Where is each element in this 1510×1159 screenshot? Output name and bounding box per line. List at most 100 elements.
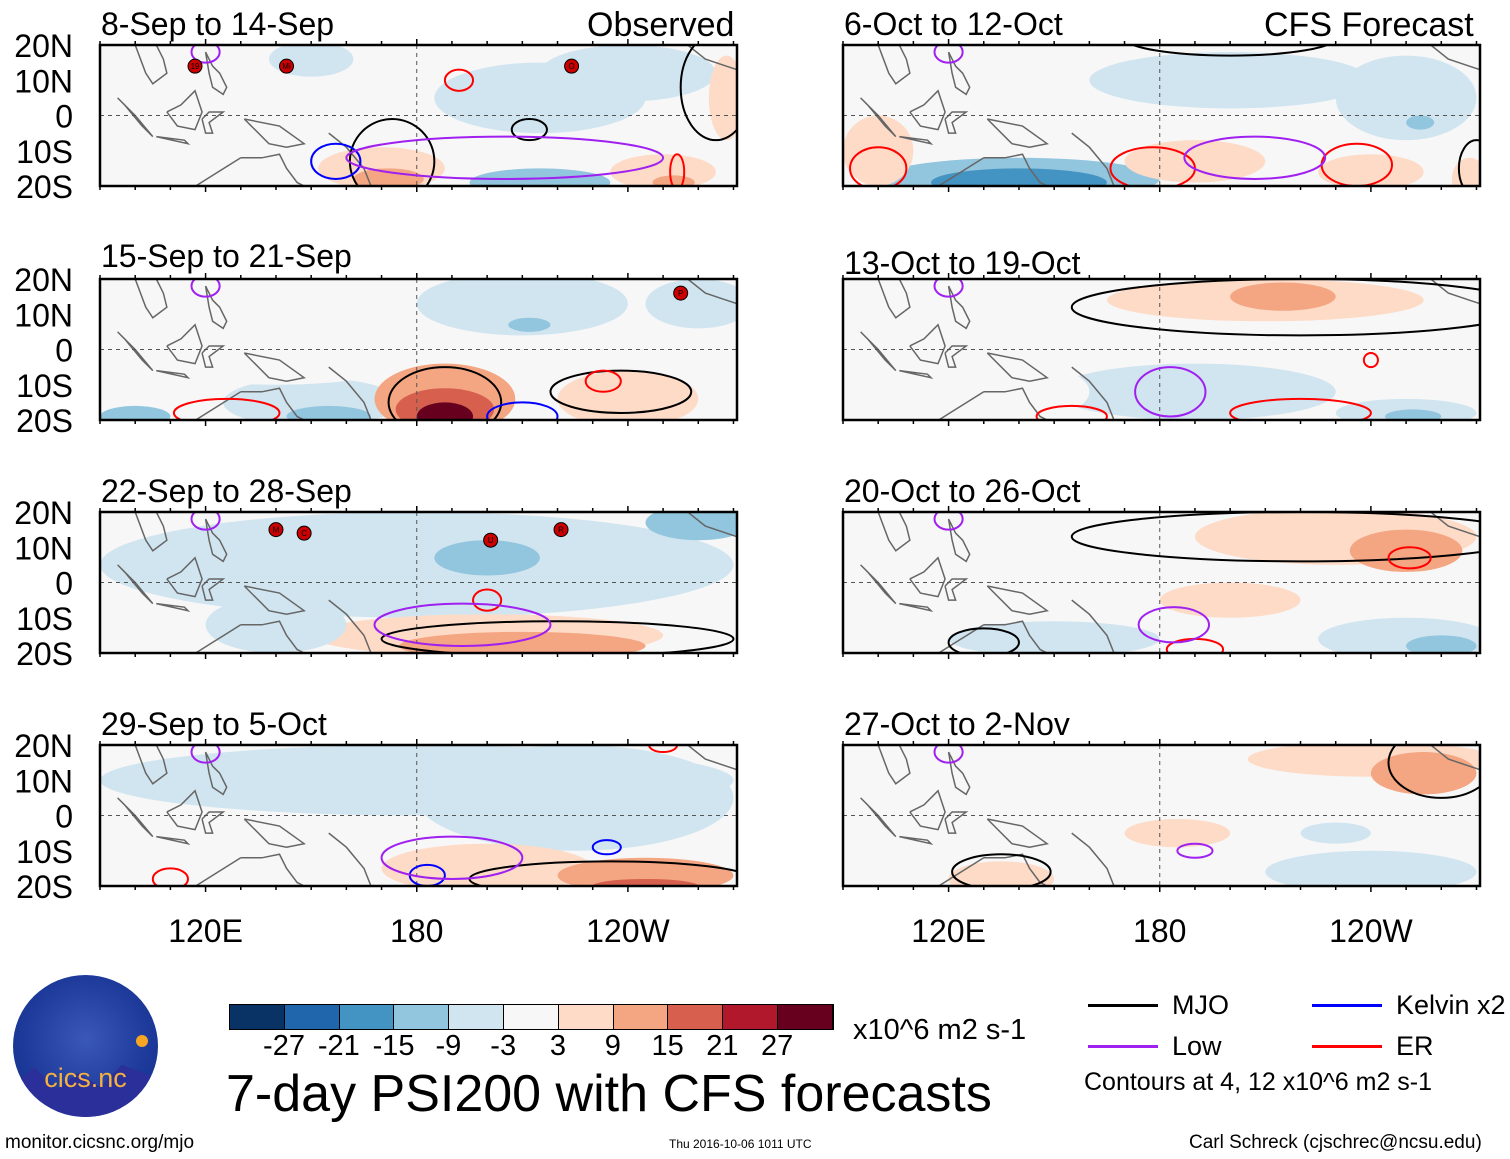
legend-line xyxy=(1088,1045,1158,1048)
er-contour xyxy=(849,146,908,186)
colorbar-tick: -27 xyxy=(263,1030,305,1062)
coastline xyxy=(134,512,168,552)
lat-tick-label: 10S xyxy=(16,368,73,404)
coastline xyxy=(243,585,306,615)
coastline xyxy=(156,602,191,612)
coastline xyxy=(986,352,1049,382)
colorbar-swatch xyxy=(777,1005,833,1029)
coastline xyxy=(1071,832,1115,886)
panel-frame xyxy=(841,743,1482,888)
coastline xyxy=(1071,599,1115,653)
colorbar-tick: -15 xyxy=(372,1030,415,1062)
anomaly-shade xyxy=(1406,635,1477,653)
anomaly-shade xyxy=(469,168,611,186)
low-contour xyxy=(1137,606,1211,644)
coastline xyxy=(204,285,228,330)
mjo-contour xyxy=(380,620,735,653)
legend-item: MJO xyxy=(1088,990,1229,1021)
coastline xyxy=(328,599,372,653)
anomaly-shade xyxy=(434,540,540,576)
lat-tick-label: 10S xyxy=(16,134,73,170)
colorbar-swatch xyxy=(339,1005,395,1029)
er-contour xyxy=(1387,546,1432,570)
coastline xyxy=(183,387,305,420)
coastline xyxy=(328,132,372,186)
anomaly-shade xyxy=(645,279,737,329)
anomaly-shade xyxy=(1349,529,1463,572)
legend-label: Low xyxy=(1172,1031,1222,1061)
coastline xyxy=(944,578,969,601)
lat-tick-label: 10S xyxy=(16,834,73,870)
anomaly-shade xyxy=(353,168,424,186)
forecast-label: CFS Forecast xyxy=(1264,6,1474,44)
storm-marker: R xyxy=(553,522,569,538)
coastline xyxy=(156,135,191,145)
anomaly-shade xyxy=(592,878,699,886)
mjo-contour xyxy=(510,118,548,142)
coastline xyxy=(204,751,228,796)
coastline xyxy=(926,853,1048,886)
coastline xyxy=(926,387,1048,420)
colorbar-tick: 27 xyxy=(761,1030,794,1062)
lat-tick-label: 20N xyxy=(14,262,73,298)
coastline xyxy=(899,135,934,145)
colorbar-swatch xyxy=(723,1005,778,1029)
colorbar-swatch xyxy=(230,1005,285,1029)
low-contour xyxy=(190,45,221,64)
er-contour xyxy=(1229,397,1372,420)
legend-line xyxy=(1312,1045,1382,1048)
low-contour xyxy=(933,279,964,298)
coastline xyxy=(947,285,971,330)
panel-frame xyxy=(841,510,1482,655)
coastline xyxy=(201,111,226,134)
coastline xyxy=(183,620,305,653)
anomaly-shade xyxy=(645,512,737,541)
coastline xyxy=(877,745,911,785)
anomaly-shade xyxy=(1265,850,1477,886)
anomaly-shade xyxy=(1230,282,1336,311)
er-contour xyxy=(669,153,686,186)
map-panel: 6-Oct to 12-Oct xyxy=(841,6,1482,192)
storm-marker: 19 xyxy=(187,58,203,74)
coastline xyxy=(687,745,737,771)
anomaly-shade xyxy=(843,115,914,186)
lon-tick-label: 120E xyxy=(168,913,243,949)
low-contour xyxy=(933,45,964,64)
low-contour xyxy=(1134,366,1207,418)
low-contour xyxy=(380,835,524,880)
anomaly-shade xyxy=(878,356,1090,420)
colorbar-tick: 21 xyxy=(706,1030,739,1062)
panel-frame xyxy=(841,43,1482,188)
coastline xyxy=(909,323,946,365)
legend-label: ER xyxy=(1396,1031,1434,1061)
er-contour xyxy=(151,867,189,886)
svg-text:P: P xyxy=(678,289,683,298)
panel-title: 13-Oct to 19-Oct xyxy=(844,245,1081,281)
coastline xyxy=(166,323,203,365)
figure-title: 7-day PSI200 with CFS forecasts xyxy=(226,1065,992,1123)
colorbar-swatch xyxy=(668,1005,724,1029)
coastline xyxy=(860,564,897,605)
svg-text:19: 19 xyxy=(191,62,200,71)
er-contour xyxy=(1362,352,1379,369)
coastline xyxy=(860,331,897,372)
lat-tick-label: 0 xyxy=(55,799,73,835)
coastline xyxy=(117,564,154,605)
low-contour xyxy=(1176,842,1214,859)
mjo-contour xyxy=(1457,139,1480,186)
lat-tick-label: 20S xyxy=(16,636,73,672)
footer-url[interactable]: monitor.cicsnc.org/mjo xyxy=(5,1132,195,1153)
lat-tick-label: 0 xyxy=(55,566,73,602)
coastline xyxy=(947,751,971,796)
storm-marker: O xyxy=(564,58,580,74)
coastline xyxy=(687,512,737,538)
coastline xyxy=(117,331,154,372)
anomaly-shade xyxy=(135,328,417,385)
storm-marker: C xyxy=(296,525,312,541)
lon-tick-label: 180 xyxy=(1133,913,1186,949)
mjo-contour xyxy=(1130,45,1330,57)
coastline xyxy=(899,835,934,845)
panel-title: 8-Sep to 14-Sep xyxy=(101,6,334,42)
